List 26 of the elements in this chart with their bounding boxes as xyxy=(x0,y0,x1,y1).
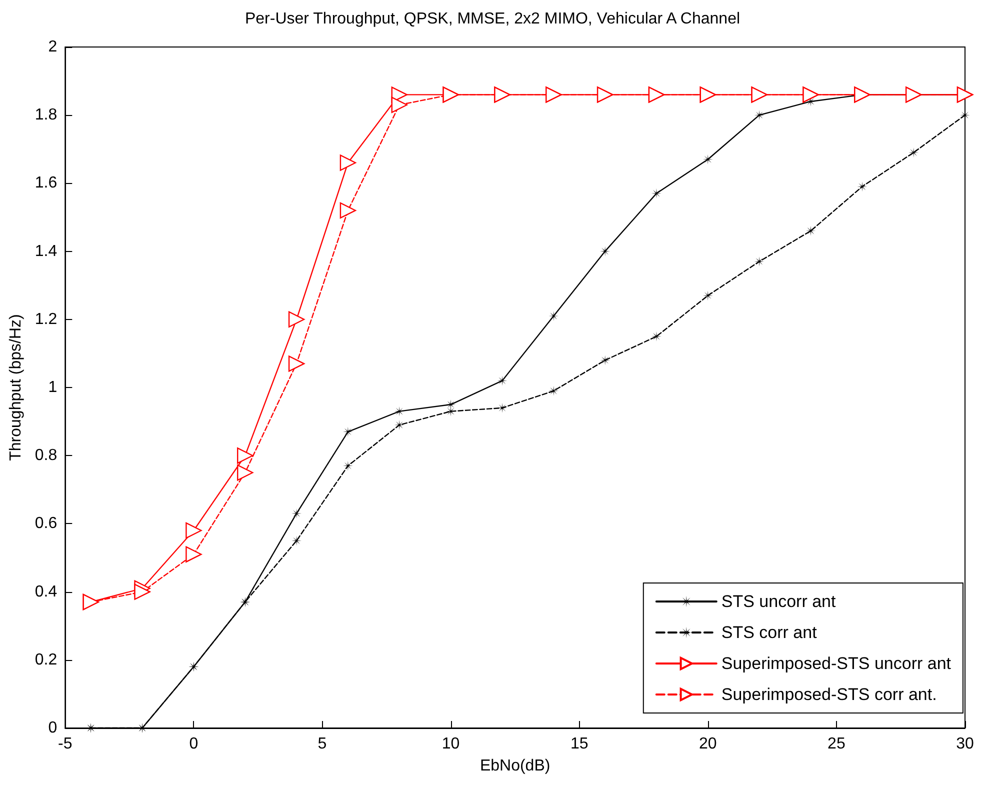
x-tick-label: 15 xyxy=(570,736,588,752)
legend-label: Superimposed-STS uncorr ant xyxy=(721,654,952,673)
y-tick-label: 0.4 xyxy=(34,583,58,600)
legend-label: STS uncorr ant xyxy=(721,592,836,611)
y-tick-label: 0.6 xyxy=(34,515,58,532)
x-tick-label: 5 xyxy=(318,736,327,752)
x-tick-label: 20 xyxy=(699,736,717,752)
legend-label: STS corr ant xyxy=(721,623,818,642)
y-tick-label: 1.4 xyxy=(34,242,58,260)
x-tick-label: 30 xyxy=(956,736,974,752)
y-tick-label: 1.6 xyxy=(34,174,58,192)
x-tick-label: -5 xyxy=(58,736,72,752)
y-tick-label: 0.8 xyxy=(34,447,58,464)
y-tick-label: 0.2 xyxy=(34,651,58,668)
y-axis-title: Throughput (bps/Hz) xyxy=(8,314,24,461)
y-tick-label: 0 xyxy=(48,720,58,736)
y-tick-label: 2 xyxy=(48,38,58,56)
x-tick-label: 10 xyxy=(442,736,460,752)
chart-title: Per-User Throughput, QPSK, MMSE, 2x2 MIMO, Vehicular A Channel xyxy=(244,10,740,28)
x-tick-label: 25 xyxy=(828,736,846,752)
y-tick-label: 1.8 xyxy=(34,106,58,124)
legend-label: Superimposed-STS corr ant. xyxy=(721,685,937,704)
x-axis-title: EbNo(dB) xyxy=(480,758,550,774)
y-tick-label: 1 xyxy=(48,379,58,396)
y-tick-label: 1.2 xyxy=(34,310,58,328)
x-tick-label: 0 xyxy=(189,736,198,752)
